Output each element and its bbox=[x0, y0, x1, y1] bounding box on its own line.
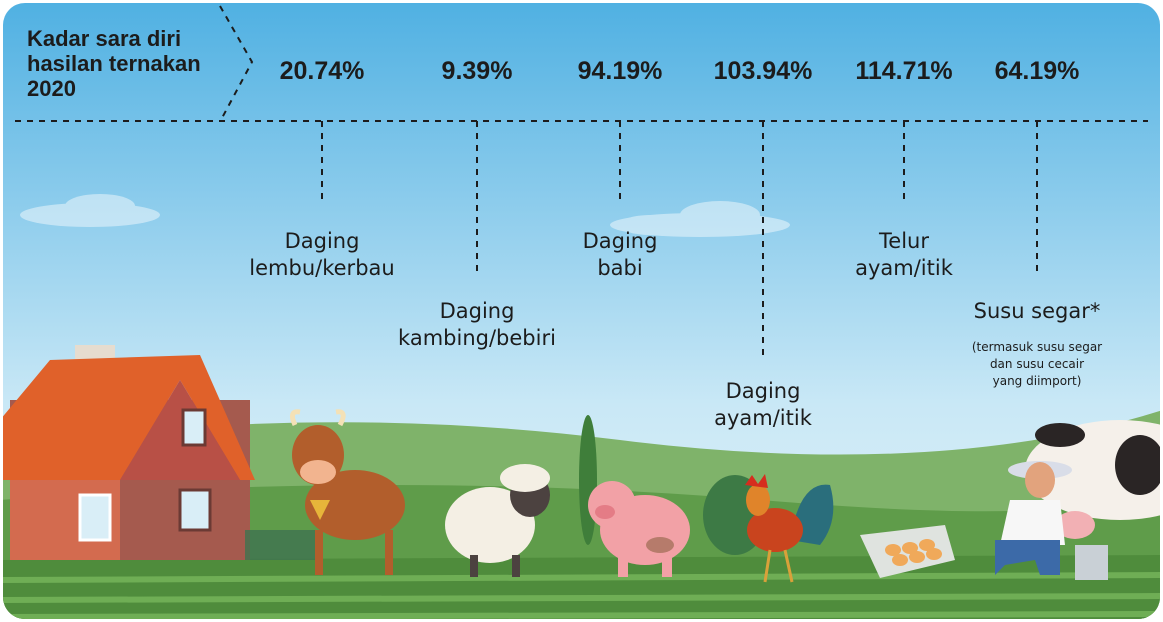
item-value: 64.19% bbox=[995, 57, 1080, 85]
item-label: Telur bbox=[878, 229, 929, 253]
item-label: Susu segar* bbox=[974, 299, 1101, 323]
item-value: 103.94% bbox=[714, 57, 813, 85]
item-value: 20.74% bbox=[280, 57, 365, 85]
item-note: (termasuk susu segar bbox=[972, 340, 1102, 354]
tree bbox=[579, 415, 597, 545]
item-label: lembu/kerbau bbox=[249, 256, 394, 280]
header-title: hasilan ternakan bbox=[27, 51, 201, 76]
item-note: yang diimport) bbox=[993, 374, 1082, 388]
item-label: ayam/itik bbox=[855, 256, 954, 280]
item-label: babi bbox=[597, 256, 642, 280]
item-value: 94.19% bbox=[578, 57, 663, 85]
item-value: 114.71% bbox=[855, 57, 952, 85]
item-label: Daging bbox=[583, 229, 658, 253]
item-label: Daging bbox=[440, 299, 515, 323]
item-note: dan susu cecair bbox=[990, 357, 1084, 371]
item-value: 9.39% bbox=[442, 57, 513, 85]
item-label: ayam/itik bbox=[714, 406, 813, 430]
item-label: kambing/bebiri bbox=[398, 326, 556, 350]
page: {"header": {"title_lines": ["Kadar sara … bbox=[0, 0, 1163, 622]
header-title: 2020 bbox=[27, 76, 76, 101]
item-label: Daging bbox=[285, 229, 360, 253]
infographic: Kadar sara diri hasilan ternakan 2020 20… bbox=[0, 0, 1163, 622]
item-label: Daging bbox=[726, 379, 801, 403]
header-title: Kadar sara diri bbox=[27, 26, 181, 51]
